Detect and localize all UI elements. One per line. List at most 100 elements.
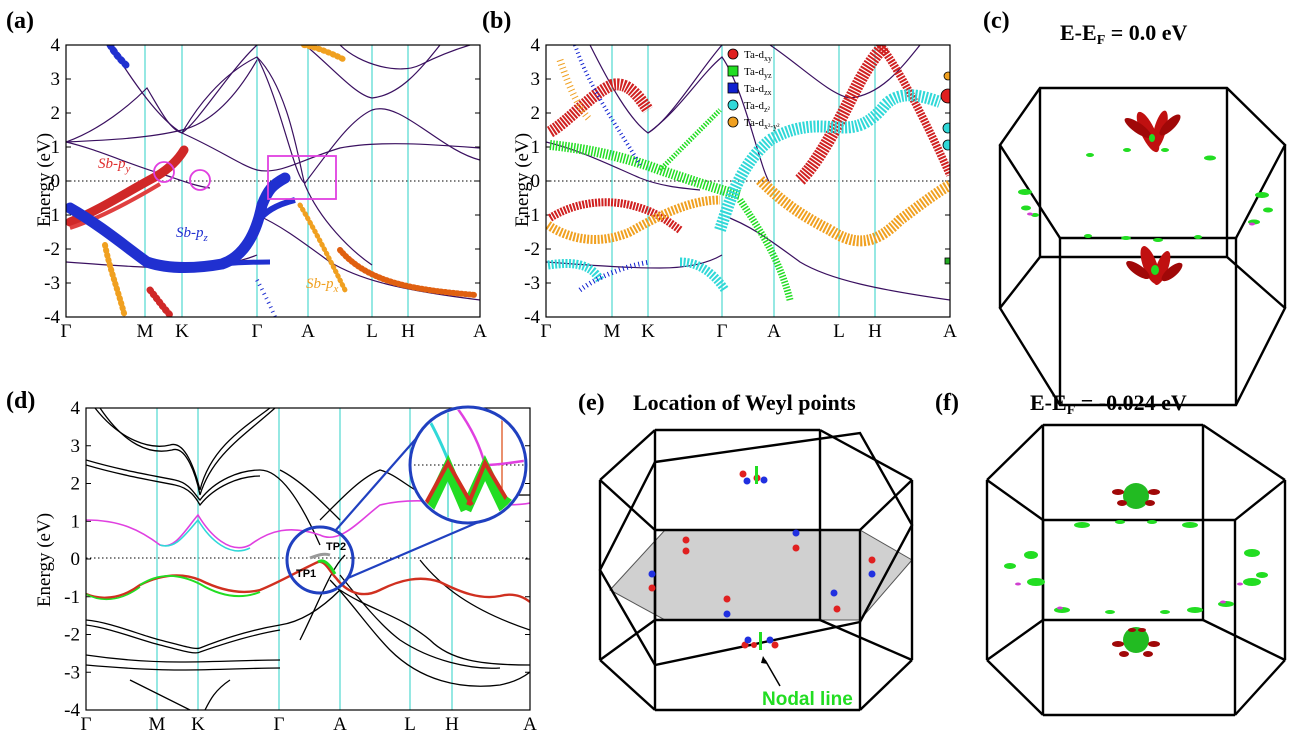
y-tick-label: 1 (71, 511, 81, 532)
panel-f-title: E-EF = -0.024 eV (1030, 390, 1187, 418)
k-point-label: K (641, 321, 655, 342)
k-point-label: A (333, 714, 347, 733)
k-point-label: M (137, 321, 154, 342)
zoom-source-circle (285, 525, 355, 595)
y-tick-label: 4 (71, 398, 81, 419)
panel-f: (f) E-EF = -0.024 eV (935, 390, 1287, 717)
legend-marker (727, 99, 739, 111)
k-point-label: Γ (81, 714, 92, 733)
tp2-label: TP2 (326, 541, 346, 553)
legend-entry: Ta-dxy (744, 49, 772, 63)
panel-e-title: Location of Weyl points (633, 390, 856, 415)
fermi-surface-f (1004, 483, 1268, 657)
y-tick-label: -1 (64, 587, 80, 608)
panel-d-ylabel: Energy (eV) (34, 513, 55, 607)
y-tick-label: 2 (531, 103, 541, 124)
y-tick-label: 3 (531, 69, 541, 90)
panel-b-ylabel: Energy (eV) (512, 133, 533, 227)
panel-a-bands (66, 45, 480, 317)
panel-d: (d) Energy (eV) 4 3 2 1 0 -1 -2 -3 -4 Γ M K Γ A L H A (6, 388, 537, 733)
k-point-label: A (473, 321, 487, 342)
y-tick-label: -3 (64, 662, 80, 683)
k-point-label: A (767, 321, 781, 342)
y-tick-label: 3 (71, 436, 81, 457)
panel-d-bands (86, 408, 530, 710)
legend-marker (727, 116, 739, 128)
k-point-label: K (191, 714, 205, 733)
legend-marker (727, 65, 739, 77)
nodal-line-label: Nodal line (762, 689, 853, 710)
k-point-label: M (149, 714, 166, 733)
panel-b-label: (b) (482, 8, 511, 34)
legend-entry: Ta-dzx (744, 83, 772, 97)
highlight-box (267, 155, 337, 200)
panel-a-frame (65, 44, 481, 318)
k-point-label: A (523, 714, 537, 733)
panel-f-label: (f) (935, 390, 959, 416)
annotation-sb-py: Sb-py (98, 156, 131, 175)
brillouin-zone-f (985, 423, 1287, 717)
panel-b-legend: Ta-dxy Ta-dyz Ta-dzx Ta-dz² Ta-dx²-y² (727, 48, 780, 131)
panel-b-yticks: 4 3 2 1 0 -1 -2 -3 -4 (524, 35, 950, 328)
legend-marker (727, 48, 739, 60)
k-point-label: L (404, 714, 416, 733)
panel-d-frame (85, 407, 531, 711)
panel-c: (c) E-EF = 0.0 eV (983, 8, 1287, 407)
y-tick-label: -4 (524, 307, 540, 328)
panel-a-label: (a) (6, 8, 34, 34)
y-tick-label: 1 (531, 137, 541, 158)
y-tick-label: -4 (44, 307, 60, 328)
y-tick-label: 4 (51, 35, 61, 56)
y-tick-label: 0 (51, 171, 61, 192)
legend-entry: Ta-dyz (744, 66, 772, 80)
panel-d-label: (d) (6, 388, 35, 414)
y-tick-label: 0 (531, 171, 541, 192)
panel-b-frame (545, 44, 951, 318)
k-point-label: Γ (274, 714, 285, 733)
crossing-marker (153, 161, 175, 183)
annotation-sb-pz: Sb-pz (176, 225, 209, 244)
tp1-label: TP1 (296, 568, 316, 580)
k-point-label: Γ (541, 321, 552, 342)
k-point-label: H (868, 321, 882, 342)
y-tick-label: -2 (64, 625, 80, 646)
y-tick-label: -1 (44, 205, 60, 226)
panel-c-label: (c) (983, 8, 1010, 34)
annotation-sb-px: Sb-px (306, 276, 339, 295)
y-tick-label: 0 (71, 549, 81, 570)
crossing-marker (189, 169, 211, 191)
k-point-label: L (366, 321, 378, 342)
panel-e-label: (e) (578, 390, 605, 416)
panel-e: (e) Location of Weyl points (578, 390, 914, 712)
y-tick-label: -2 (44, 239, 60, 260)
brillouin-zone-e (598, 428, 914, 712)
panel-b-bands (546, 45, 950, 317)
y-tick-label: -4 (64, 700, 80, 721)
y-tick-label: -3 (44, 273, 60, 294)
k-point-label: K (175, 321, 189, 342)
legend-marker (727, 82, 739, 94)
panel-c-title: E-EF = 0.0 eV (1060, 20, 1188, 48)
k-point-label: Γ (252, 321, 263, 342)
y-tick-label: 2 (51, 103, 61, 124)
y-tick-label: 4 (531, 35, 541, 56)
weyl-points (648, 466, 876, 650)
fermi-surface-c (1018, 110, 1273, 286)
panel-a-ylabel: Energy (eV) (34, 133, 55, 227)
k-point-label: Γ (717, 321, 728, 342)
k-point-label: L (833, 321, 845, 342)
k-point-label: A (301, 321, 315, 342)
y-tick-label: -3 (524, 273, 540, 294)
k-point-label: H (401, 321, 415, 342)
panel-d-yticks: 4 3 2 1 0 -1 -2 -3 -4 (64, 398, 530, 721)
zoom-inset (408, 405, 528, 525)
y-tick-label: 3 (51, 69, 61, 90)
y-tick-label: 2 (71, 474, 81, 495)
k-point-label: Γ (61, 321, 72, 342)
